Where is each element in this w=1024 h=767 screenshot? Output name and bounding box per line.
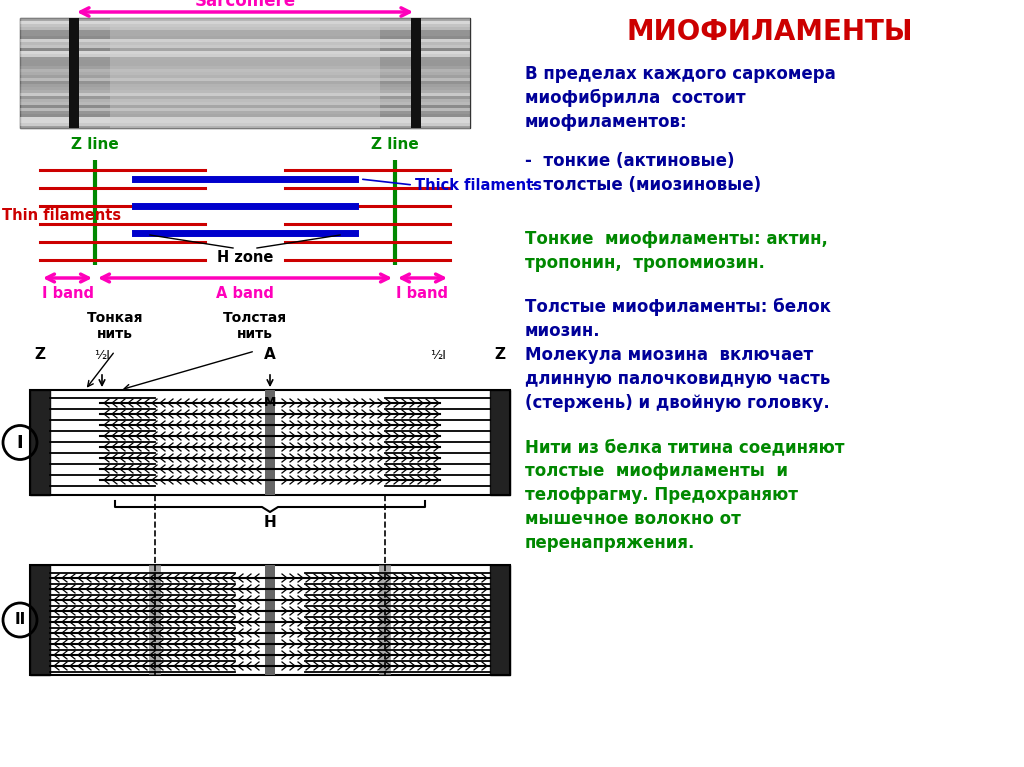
Text: -  тонкие (актиновые): - тонкие (актиновые) (525, 152, 734, 170)
Bar (20, 18, 470, 21)
Text: Z: Z (35, 347, 45, 362)
Text: В пределах каждого саркомера: В пределах каждого саркомера (525, 65, 836, 83)
Bar (20, 72, 470, 74)
Text: телофрагму. Предохраняют: телофрагму. Предохраняют (525, 486, 798, 504)
Bar (20, 51, 470, 54)
Bar (30, 390, 50, 495)
Text: Thin filaments: Thin filaments (2, 208, 121, 222)
Bar (20, 42, 470, 44)
Bar (20, 21, 470, 24)
Bar (20, 60, 470, 62)
Bar (20, 114, 470, 117)
Text: Толстая
нить: Толстая нить (223, 311, 287, 341)
Bar (20, 105, 470, 107)
Bar (20, 30, 470, 32)
Bar (20, 69, 470, 71)
Bar (20, 93, 470, 96)
Text: ½I: ½I (94, 349, 110, 362)
Text: - толстые (миозиновые): - толстые (миозиновые) (525, 176, 761, 194)
Text: I: I (16, 433, 24, 452)
Text: толстые  миофиламенты  и: толстые миофиламенты и (525, 462, 788, 480)
Bar (20, 63, 470, 65)
Bar (20, 75, 470, 77)
Text: миофиламентов:: миофиламентов: (525, 113, 688, 131)
Bar (20, 36, 470, 38)
Bar (20, 39, 470, 41)
Text: Тонкие  миофиламенты: актин,: Тонкие миофиламенты: актин, (525, 230, 827, 248)
Bar (20, 54, 470, 57)
Bar (20, 111, 470, 114)
Text: I band: I band (42, 286, 93, 301)
Text: II: II (14, 613, 26, 627)
Text: Thick filaments: Thick filaments (415, 177, 542, 193)
Bar (20, 81, 470, 84)
Bar (20, 24, 470, 27)
Text: МИОФИЛАМЕНТЫ: МИОФИЛАМЕНТЫ (627, 18, 913, 46)
Bar (265, 390, 275, 495)
Bar (20, 99, 470, 101)
Bar (20, 27, 470, 29)
Bar (20, 45, 470, 48)
Text: перенапряжения.: перенапряжения. (525, 534, 695, 552)
Bar (20, 48, 470, 51)
Text: Z line: Z line (371, 137, 419, 152)
Bar (265, 565, 275, 675)
Text: Молекула миозина  включает: Молекула миозина включает (525, 346, 813, 364)
Bar (20, 87, 470, 90)
Bar (30, 565, 510, 675)
Bar (110, 18, 380, 128)
Text: A band: A band (216, 286, 274, 301)
Text: Z: Z (495, 347, 506, 362)
Bar (20, 102, 470, 104)
Bar (20, 117, 470, 120)
Bar (20, 120, 470, 123)
Text: M: M (264, 396, 276, 409)
Text: тропонин,  тропомиозин.: тропонин, тропомиозин. (525, 254, 765, 272)
Text: длинную палочковидную часть: длинную палочковидную часть (525, 370, 830, 388)
Bar (411, 18, 421, 128)
Bar (20, 96, 470, 98)
Bar (20, 78, 470, 81)
Bar (30, 390, 510, 495)
Text: миофибрилла  состоит: миофибрилла состоит (525, 89, 745, 107)
Bar (20, 33, 470, 35)
Bar (30, 565, 50, 675)
Bar (379, 565, 391, 675)
Text: Нити из белка титина соединяют: Нити из белка титина соединяют (525, 438, 845, 456)
Text: ½I: ½I (430, 349, 445, 362)
Text: H: H (263, 515, 276, 530)
Text: Тонкая
нить: Тонкая нить (87, 311, 143, 341)
Text: Sarcomere: Sarcomere (195, 0, 296, 10)
Bar (20, 57, 470, 60)
Bar (20, 90, 470, 93)
Bar (20, 123, 470, 126)
Text: Z line: Z line (71, 137, 119, 152)
Text: I band: I band (396, 286, 449, 301)
Text: миозин.: миозин. (525, 322, 601, 340)
Bar (490, 565, 510, 675)
Text: (стержень) и двойную головку.: (стержень) и двойную головку. (525, 394, 829, 412)
Text: A: A (264, 347, 275, 362)
Bar (20, 66, 470, 68)
Bar (490, 390, 510, 495)
Bar (20, 126, 470, 129)
Bar (20, 84, 470, 87)
Bar (69, 18, 79, 128)
Bar (150, 565, 161, 675)
Bar (20, 18, 470, 128)
Text: мышечное волокно от: мышечное волокно от (525, 510, 741, 528)
Text: H zone: H zone (217, 250, 273, 265)
Bar (20, 108, 470, 110)
Text: Толстые миофиламенты: белок: Толстые миофиламенты: белок (525, 298, 831, 316)
